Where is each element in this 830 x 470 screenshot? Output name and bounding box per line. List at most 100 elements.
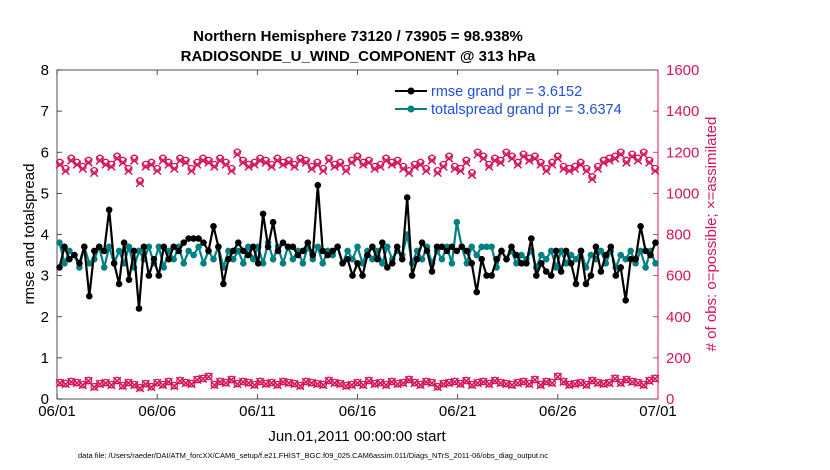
obs-possible-point <box>519 150 528 159</box>
obs-possible-point <box>181 156 190 165</box>
rmse-point <box>364 251 371 259</box>
rmse-point <box>180 239 187 246</box>
obs-assimilated-low-point <box>616 378 626 388</box>
obs-assimilated-low-point <box>164 377 173 387</box>
y-left-tick-label: 0 <box>41 391 49 408</box>
totalspread-point <box>100 264 108 271</box>
footer-data-file: data file: /Users/raeder/DAI/ATM_forcXX/… <box>78 451 548 460</box>
totalspread-point <box>557 247 565 255</box>
rmse-point <box>468 260 476 267</box>
rmse-point <box>627 255 634 263</box>
rmse-point <box>617 264 624 271</box>
rmse-point <box>597 268 605 275</box>
rmse-point <box>433 243 441 251</box>
obs-assimilated-low-point <box>61 379 70 389</box>
totalspread-point <box>572 255 580 263</box>
legend-totalspread-marker <box>407 105 415 113</box>
obs-possible-point <box>473 148 482 157</box>
totalspread-point <box>160 264 168 271</box>
rmse-point <box>528 235 535 242</box>
rmse-point <box>294 251 302 259</box>
y-right-tick-label: 200 <box>666 350 691 367</box>
obs-possible-point <box>302 156 310 165</box>
rmse-point <box>403 194 411 201</box>
obs-assimilated-point <box>238 158 248 167</box>
obs-assimilated-low-point <box>72 378 82 388</box>
rmse-point <box>552 247 560 255</box>
obs-possible-low-point <box>605 378 614 387</box>
obs-possible-point <box>462 156 471 165</box>
y-left-tick-label: 2 <box>41 309 49 326</box>
obs-assimilated-point <box>255 156 265 165</box>
rmse-point <box>125 276 133 284</box>
obs-possible-point <box>582 164 591 173</box>
y-right-tick-label: 1200 <box>666 144 699 161</box>
obs-possible-point <box>531 152 539 161</box>
obs-possible-low-point <box>187 379 196 388</box>
y-left-tick-label: 5 <box>41 185 49 202</box>
obs-assimilated-low-point <box>227 375 236 385</box>
obs-possible-point <box>61 164 70 173</box>
rmse-point <box>284 243 292 251</box>
rmse-point <box>438 243 446 251</box>
totalspread-point <box>463 260 471 267</box>
obs-possible-low-point <box>553 372 562 381</box>
obs-assimilated-low-point <box>141 379 151 389</box>
obs-assimilated-low-point <box>587 376 597 386</box>
obs-possible-point <box>107 160 116 169</box>
rmse-point <box>254 260 262 267</box>
rmse-point <box>170 243 177 251</box>
obs-possible-low-point <box>113 376 121 385</box>
totalspread-point <box>125 243 133 251</box>
obs-possible-point <box>553 152 562 161</box>
rmse-point <box>354 260 361 267</box>
rmse-point <box>71 251 78 259</box>
y-left-tick-label: 4 <box>41 227 49 244</box>
totalspread-point <box>488 243 495 251</box>
obs-assimilated-low-point <box>404 375 414 385</box>
obs-assimilated-point <box>381 156 391 165</box>
obs-possible-point <box>284 156 293 165</box>
obs-assimilated-point <box>89 168 99 178</box>
rmse-point <box>398 255 406 263</box>
totalspread-point <box>299 260 307 267</box>
rmse-point <box>473 288 481 296</box>
obs-assimilated-low-point <box>576 378 586 388</box>
rmse-point <box>359 272 366 279</box>
obs-possible-point <box>496 156 505 165</box>
totalspread-point <box>319 260 327 267</box>
totalspread-point <box>369 255 376 263</box>
rmse-point <box>503 255 510 263</box>
rmse-point <box>448 243 456 251</box>
totalspread-point <box>597 247 605 255</box>
obs-assimilated-point <box>410 162 420 171</box>
y-axis-right: 0 200 400 600 800 1000 1200 1400 1600 <box>653 62 699 408</box>
rmse-point <box>279 239 287 246</box>
obs-assimilated-low-point <box>536 380 546 390</box>
obs-assimilated-point <box>152 166 162 176</box>
rmse-point <box>423 247 431 255</box>
obs-assimilated-low-point <box>290 379 299 389</box>
totalspread-point <box>518 251 525 259</box>
y-right-tick-label: 400 <box>666 309 691 326</box>
rmse-point <box>458 243 466 251</box>
obs-assimilated-low-point <box>353 378 362 388</box>
legend-rmse-label: rmse grand pr = 3.6152 <box>431 84 582 100</box>
rmse-point <box>483 272 490 279</box>
obs-assimilated-low-point <box>507 380 517 390</box>
rmse-point <box>418 239 426 246</box>
obs-assimilated-low-point <box>135 383 145 393</box>
y-axis-left-label: rmse and totalspread <box>21 164 38 305</box>
x-axis-label: Jun.01,2011 00:00:00 start <box>268 428 446 445</box>
obs-possible-point <box>399 162 408 171</box>
obs-assimilated-low-point <box>318 380 328 390</box>
rmse-point <box>86 292 93 300</box>
obs-possible-point <box>468 168 476 177</box>
obs-assimilated-point <box>129 156 139 165</box>
rmse-point <box>344 255 351 263</box>
rmse-point <box>274 247 282 255</box>
obs-assimilated-point <box>204 158 214 167</box>
obs-assimilated-point <box>519 152 528 161</box>
obs-assimilated-point <box>616 149 626 159</box>
obs-assimilated-point <box>496 158 505 167</box>
